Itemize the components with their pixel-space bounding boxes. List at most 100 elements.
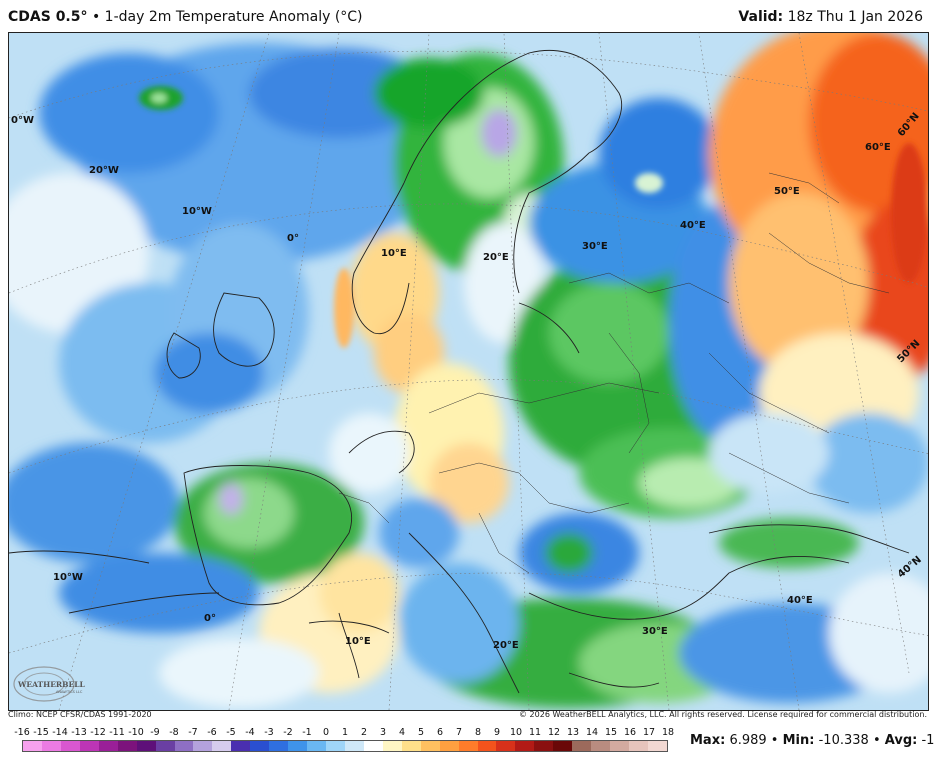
- legend-tick: 10: [509, 727, 523, 738]
- grid-label: 0°: [204, 613, 216, 624]
- legend-tick: 6: [436, 727, 444, 738]
- logo-subtext: ANALYTICS LLC: [56, 690, 83, 694]
- legend-tick-labels: -16 -15 -14 -13 -12 -11 -10 -9 -8 -7 -6 -5 -4 -3 -2 -1 0…: [14, 727, 674, 739]
- legend-tick: 8: [474, 727, 482, 738]
- grid-label: 0°: [287, 233, 299, 244]
- legend-swatch: [307, 741, 326, 751]
- header-bar: CDAS 0.5° • 1-day 2m Temperature Anomaly…: [0, 0, 935, 32]
- legend-tick: 9: [493, 727, 501, 738]
- grid-label: 10°W: [53, 572, 83, 583]
- min-value: -10.338: [818, 733, 869, 748]
- legend-tick: -14: [52, 727, 68, 738]
- legend-swatch: [363, 741, 383, 751]
- grid-label: 40°E: [787, 595, 813, 606]
- legend-tick: 7: [455, 727, 463, 738]
- color-legend: -16 -15 -14 -13 -12 -11 -10 -9 -8 -7 -6 -5 -4 -3 -2 -1 0…: [14, 727, 674, 763]
- legend-tick: -9: [150, 727, 160, 738]
- legend-swatch: [553, 741, 573, 751]
- valid-time: Valid: 18z Thu 1 Jan 2026: [738, 9, 923, 25]
- grid-label: 10°E: [381, 248, 407, 259]
- legend-tick: 12: [547, 727, 561, 738]
- grid-label: 10°W: [182, 206, 212, 217]
- legend-swatch: [41, 741, 61, 751]
- legend-tick: -10: [128, 727, 144, 738]
- avg-value: -1.480: [921, 733, 935, 748]
- legend-tick: -8: [169, 727, 179, 738]
- legend-tick: 11: [528, 727, 542, 738]
- coastlines: [9, 49, 910, 694]
- legend-swatch: [477, 741, 497, 751]
- legend-swatch: [344, 741, 364, 751]
- valid-label: Valid:: [738, 9, 784, 25]
- legend-tick: 15: [604, 727, 618, 738]
- legend-swatch: [420, 741, 440, 751]
- anomaly-details: [139, 86, 927, 348]
- country-borders: [338, 172, 890, 574]
- legend-tick: -7: [188, 727, 198, 738]
- anomaly-map[interactable]: 0°W 20°W 10°W 0° 10°E 20°E 30°E 40°E 50°…: [8, 32, 929, 711]
- legend-swatch: [155, 741, 175, 751]
- grid-label: 20°E: [483, 252, 509, 263]
- product-name: 1-day 2m Temperature Anomaly (°C): [104, 9, 363, 25]
- weatherbell-logo: WEATHERBELL ANALYTICS LLC: [10, 660, 94, 706]
- legend-tick: -6: [207, 727, 217, 738]
- legend-tick: -16: [14, 727, 30, 738]
- legend-tick: -3: [264, 727, 274, 738]
- grid-label: 50°E: [774, 186, 800, 197]
- legend-swatch: [326, 741, 345, 751]
- valid-time-value: 18z Thu 1 Jan 2026: [787, 9, 923, 25]
- max-label: Max:: [690, 733, 726, 748]
- map-canvas: 0°W 20°W 10°W 0° 10°E 20°E 30°E 40°E 50°…: [9, 33, 928, 710]
- legend-swatch: [250, 741, 270, 751]
- legend-color-bar: [22, 740, 668, 752]
- legend-swatch: [60, 741, 80, 751]
- legend-tick: 14: [585, 727, 599, 738]
- stats-sep: •: [872, 733, 881, 748]
- legend-tick: -4: [245, 727, 255, 738]
- legend-swatch: [647, 741, 667, 751]
- field-stats: Max: 6.989 • Min: -10.338 • Avg: -1.480: [690, 733, 935, 748]
- legend-tick: -1: [302, 727, 312, 738]
- legend-tick: 0: [322, 727, 330, 738]
- grid-label: 30°E: [642, 626, 668, 637]
- legend-swatch: [231, 741, 251, 751]
- legend-tick: 2: [360, 727, 368, 738]
- legend-tick: 1: [341, 727, 349, 738]
- legend-swatch: [117, 741, 137, 751]
- avg-label: Avg:: [884, 733, 918, 748]
- legend-swatch: [496, 741, 516, 751]
- max-value: 6.989: [729, 733, 767, 748]
- copyright-note: © 2026 WeatherBELL Analytics, LLC. All r…: [519, 710, 927, 719]
- grid-label: 20°E: [493, 640, 519, 651]
- grid-label: 10°E: [345, 636, 371, 647]
- legend-swatch: [23, 741, 42, 751]
- anomaly-field: [9, 33, 928, 708]
- logo-text: WEATHERBELL: [17, 680, 85, 689]
- grid-label: 40°E: [680, 220, 706, 231]
- legend-tick: 4: [398, 727, 406, 738]
- legend-tick: 5: [417, 727, 425, 738]
- legend-swatch: [572, 741, 592, 751]
- legend-swatch: [382, 741, 402, 751]
- legend-tick: 16: [623, 727, 637, 738]
- legend-tick: -5: [226, 727, 236, 738]
- legend-tick: -2: [283, 727, 293, 738]
- legend-swatch: [212, 741, 232, 751]
- legend-tick: 17: [642, 727, 656, 738]
- legend-swatch: [439, 741, 459, 751]
- legend-swatch: [458, 741, 478, 751]
- legend-swatch: [591, 741, 611, 751]
- legend-tick: 3: [379, 727, 387, 738]
- legend-tick: -13: [71, 727, 87, 738]
- grid-label: 30°E: [582, 241, 608, 252]
- legend-swatch: [288, 741, 308, 751]
- legend-swatch: [193, 741, 213, 751]
- legend-tick: -12: [90, 727, 106, 738]
- legend-swatch: [515, 741, 535, 751]
- legend-tick: -11: [109, 727, 125, 738]
- grid-label: 60°E: [865, 142, 891, 153]
- legend-swatch: [79, 741, 99, 751]
- grid-label: 20°W: [89, 165, 119, 176]
- legend-swatch: [136, 741, 156, 751]
- graticule: [9, 33, 928, 710]
